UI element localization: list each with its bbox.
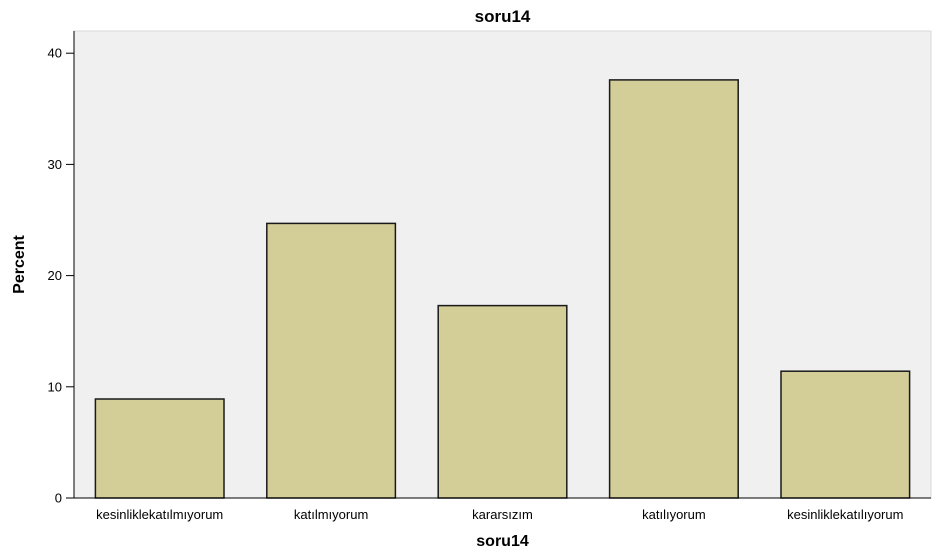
y-tick-label: 20 [48, 268, 62, 283]
y-axis-title: Percent [11, 234, 28, 293]
y-ticks-layer: 0 10 20 30 40 [48, 46, 74, 506]
y-tick-label: 40 [48, 46, 62, 61]
bars-layer [94, 79, 911, 499]
bar-3 [437, 304, 568, 499]
bar-2 [266, 222, 397, 499]
bar-1 [94, 398, 225, 499]
y-tick-label: 0 [55, 491, 62, 506]
bar-4 [608, 79, 739, 499]
y-tick-label: 30 [48, 157, 62, 172]
y-tick-label: 10 [48, 379, 62, 394]
x-tick-label: katılmıyorum [294, 507, 368, 522]
x-tick-label: katılıyorum [642, 507, 706, 522]
x-tick-label: kesinliklekatılmıyorum [96, 507, 223, 522]
x-tick-label: kesinliklekatılıyorum [787, 507, 903, 522]
x-axis-title: soru14 [476, 533, 529, 550]
chart-title: soru14 [475, 7, 531, 26]
x-ticks-layer: kesinliklekatılmıyorum katılmıyorum karars… [96, 507, 903, 522]
x-tick-label: kararsızım [472, 507, 533, 522]
bar-5 [780, 370, 911, 499]
